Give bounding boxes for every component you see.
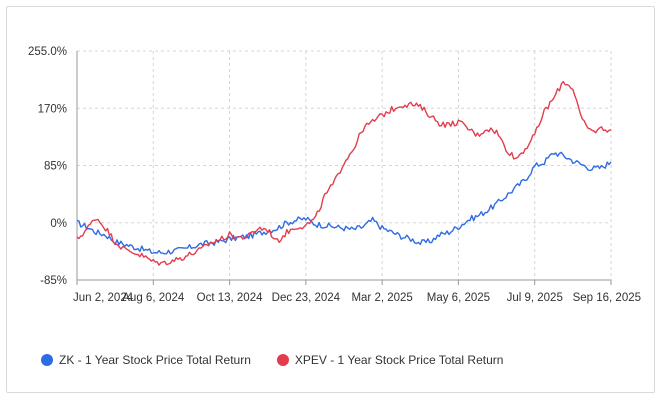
x-tick-label: Mar 2, 2025: [351, 292, 412, 304]
legend-marker-xpev: [276, 354, 289, 366]
x-tick-label: May 6, 2025: [427, 292, 490, 304]
legend-item-xpev[interactable]: XPEV - 1 Year Stock Price Total Return: [276, 353, 504, 367]
legend-item-zk[interactable]: ZK - 1 Year Stock Price Total Return: [41, 353, 251, 367]
y-tick-label: 170%: [38, 103, 67, 115]
y-tick-label: 0%: [50, 218, 67, 230]
x-tick-label: Aug 6, 2024: [122, 292, 185, 304]
x-tick-label: Jun 2, 2024: [73, 292, 134, 304]
chart-card: 255.0% 170% 85% 0% -85% Jun 2, 2024 Aug 6, 202…: [6, 6, 655, 393]
legend-label-xpev: XPEV - 1 Year Stock Price Total Return: [294, 353, 504, 367]
legend-label-zk: ZK - 1 Year Stock Price Total Return: [59, 353, 251, 367]
y-tick-label: -85%: [40, 275, 67, 287]
series-line-zk[interactable]: [76, 151, 612, 255]
series-line-xpev[interactable]: [76, 80, 612, 266]
x-tick-label: Oct 13, 2024: [197, 292, 263, 304]
x-tick-label: Jul 9, 2025: [507, 292, 563, 304]
y-tick-label: 85%: [44, 161, 67, 173]
x-tick-label: Sep 16, 2025: [573, 292, 641, 304]
x-tick-label: Dec 23, 2024: [272, 292, 341, 304]
y-tick-label: 255.0%: [28, 46, 67, 58]
legend: ZK - 1 Year Stock Price Total Return XPE…: [41, 353, 503, 367]
legend-marker-zk: [41, 354, 53, 366]
